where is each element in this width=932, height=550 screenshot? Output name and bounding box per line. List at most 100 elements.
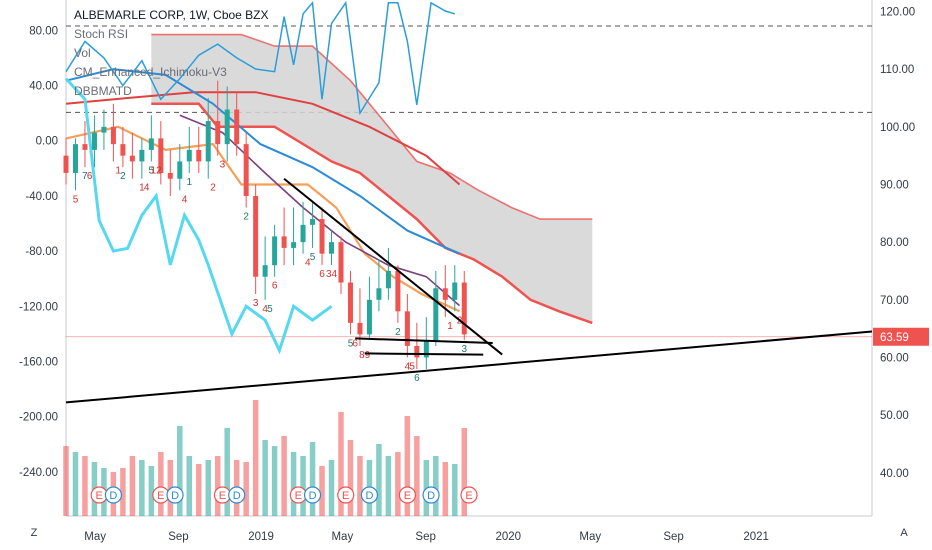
- left-axis-tick-label: -240.00: [19, 467, 58, 479]
- legend-title: ALBEMARLE CORP, 1W, Cboe BZX: [74, 8, 269, 22]
- trendline-3: [364, 352, 484, 356]
- candle-body: [148, 138, 154, 150]
- td-count-label: 1: [139, 183, 145, 194]
- x-axis-tick-label: 2021: [743, 531, 769, 543]
- legend-line-vol: Vol: [74, 46, 91, 60]
- td-count-label: 89: [359, 350, 371, 361]
- volume-bar: [385, 456, 392, 516]
- earnings-marker-label: E: [342, 490, 349, 502]
- volume-bar: [120, 468, 126, 516]
- x-axis-tick-label: 2019: [248, 531, 274, 543]
- x-axis-tick-label: Sep: [663, 531, 683, 543]
- candle-body: [186, 149, 192, 162]
- x-axis-tick-label: May: [331, 531, 353, 543]
- earnings-marker-label: E: [465, 490, 472, 502]
- td-count-label: 5: [267, 304, 273, 315]
- candle-body: [167, 172, 173, 179]
- candle-body: [215, 121, 221, 145]
- volume-bar: [224, 428, 230, 516]
- candle-body: [262, 265, 268, 277]
- dividend-marker: [104, 486, 123, 504]
- volume-bar: [177, 426, 183, 516]
- candle-body: [243, 144, 249, 197]
- earnings-marker: [460, 486, 478, 504]
- td-count-label: 2: [243, 212, 249, 223]
- candle-body: [101, 126, 107, 133]
- earnings-marker-label: E: [219, 490, 226, 502]
- volume-bar: [243, 462, 249, 516]
- left-axis-tick-label: 40.00: [29, 81, 58, 93]
- cyan-indicator-line: [64, 77, 333, 355]
- candle-body: [72, 144, 78, 173]
- candle-body: [196, 149, 202, 162]
- dividend-marker: [166, 486, 184, 504]
- dividend-marker: [228, 486, 246, 504]
- td-count-label: 3: [461, 344, 467, 355]
- earnings-marker: [398, 486, 416, 504]
- volume-bar: [357, 456, 363, 516]
- right-axis-tick-label: 120.00: [880, 7, 915, 19]
- volume-bar: [290, 452, 297, 516]
- volume-bar: [395, 452, 401, 516]
- auto-scale-button[interactable]: A: [900, 527, 908, 539]
- candle-body: [338, 242, 344, 283]
- candle-body: [205, 121, 211, 162]
- legend-line-dbbmatd: DBBMATD: [74, 84, 132, 98]
- volume-bar: [271, 446, 278, 516]
- td-count-label: 1: [115, 165, 121, 176]
- trendline-1: [283, 177, 503, 356]
- candle-body: [291, 242, 297, 248]
- right-axis-tick-label: 40.00: [880, 468, 909, 480]
- last-price-label: 63.59: [880, 332, 909, 344]
- volume-bar: [461, 428, 468, 516]
- candle-body: [414, 345, 420, 358]
- td-count-label: 1: [186, 177, 192, 188]
- td-count-label: 2: [210, 183, 216, 194]
- td-count-label: 3: [220, 160, 226, 171]
- td-count-label: 5: [149, 165, 155, 176]
- dividend-marker-label: D: [233, 490, 241, 502]
- volume-bar: [262, 440, 268, 516]
- volume-bar: [328, 460, 335, 516]
- td-count-label: 6: [414, 373, 420, 384]
- volume-bar: [281, 436, 287, 516]
- candle-body: [347, 282, 353, 323]
- right-axis-tick-label: 50.00: [880, 410, 909, 422]
- legend-line-stoch-rsi: Stoch RSI: [74, 27, 129, 41]
- candle-body: [452, 282, 458, 300]
- volume-bar: [414, 436, 420, 516]
- ma-red-line: [65, 91, 461, 186]
- td-count-label: 6: [352, 338, 358, 349]
- candle-body: [129, 155, 135, 162]
- candle-body: [300, 224, 306, 243]
- volume-bar: [347, 440, 354, 516]
- zoom-toggle-button[interactable]: Z: [30, 527, 38, 539]
- volume-bar: [452, 464, 458, 516]
- last-price-tag: [873, 327, 929, 346]
- volume-bar: [338, 412, 344, 516]
- dividend-marker-label: D: [309, 490, 317, 502]
- volume-bar: [158, 452, 164, 516]
- td-count-label: 7: [82, 171, 88, 182]
- trendlines: [65, 177, 873, 404]
- right-axis-tick-label: 110.00: [880, 64, 914, 76]
- volume-bar: [72, 452, 79, 516]
- candle-body: [158, 138, 164, 173]
- dividend-marker: [303, 486, 322, 504]
- td-count-label: 5: [310, 252, 316, 263]
- dividend-marker-label: D: [427, 490, 435, 502]
- td-count-label: 2: [120, 171, 126, 182]
- x-axis-tick-label: Sep: [415, 531, 435, 543]
- volume-bar: [404, 416, 411, 516]
- td-count-label: 4: [262, 304, 268, 315]
- candle-body: [272, 236, 278, 266]
- candle-body: [395, 270, 401, 312]
- right-axis-tick-label: 70.00: [880, 295, 909, 307]
- td-count-label: 5: [409, 361, 415, 372]
- right-axis-tick-label: 80.00: [880, 237, 909, 249]
- left-axis-tick-label: -160.00: [19, 356, 58, 368]
- td-count-label: 2: [395, 327, 401, 338]
- candle-body: [404, 311, 410, 346]
- candle-body: [319, 219, 325, 254]
- candle-body: [110, 126, 116, 145]
